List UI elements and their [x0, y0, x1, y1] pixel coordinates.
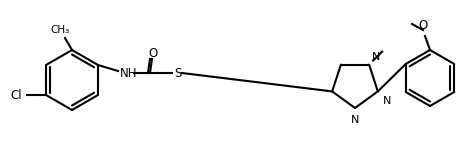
Text: Cl: Cl [10, 88, 22, 102]
Text: N: N [382, 96, 390, 106]
Text: NH: NH [120, 66, 137, 80]
Text: O: O [148, 46, 157, 59]
Text: N: N [371, 52, 380, 62]
Text: CH₃: CH₃ [50, 25, 69, 35]
Text: O: O [417, 19, 426, 32]
Text: S: S [174, 66, 181, 80]
Text: N: N [350, 115, 358, 125]
